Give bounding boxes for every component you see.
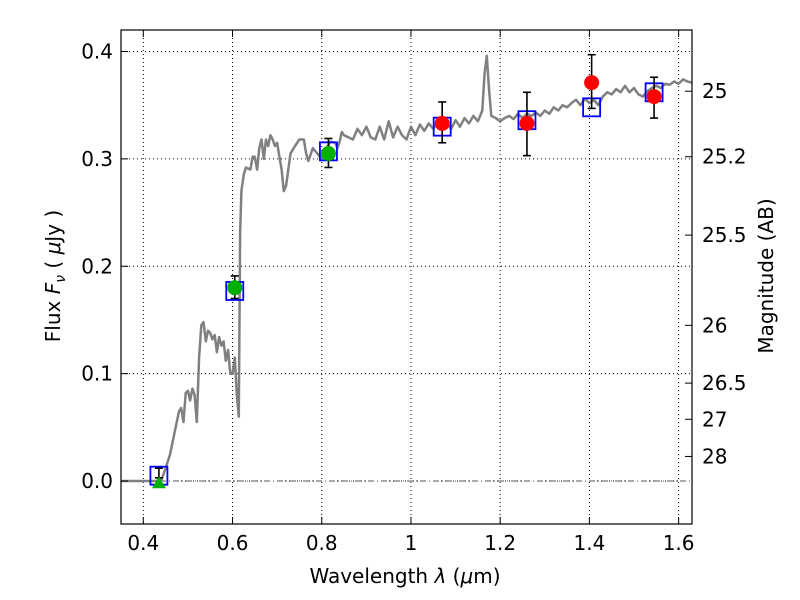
plot-frame (120, 29, 693, 525)
x-tick-label: 0.6 (217, 531, 249, 555)
y-tick-label: 0.4 (81, 39, 113, 63)
red-data-point (519, 115, 535, 131)
red-data-point (646, 89, 662, 105)
y2-tick-label: 27 (702, 407, 727, 431)
y2-tick-label: 25.2 (702, 145, 747, 169)
x-tick-label: 1.4 (573, 531, 605, 555)
red-data-point (584, 75, 600, 91)
x-tick-label: 0.4 (127, 531, 159, 555)
y2-tick-label: 25 (702, 79, 727, 103)
y-tick-label: 0.2 (81, 254, 113, 278)
y2-tick-label: 25.5 (702, 223, 747, 247)
y2-tick-label: 26.5 (702, 371, 747, 395)
plot-area (121, 53, 692, 489)
y2-tick-label: 26 (702, 313, 727, 337)
spectrum-line (121, 54, 692, 483)
y-tick-label: 0.1 (81, 362, 113, 386)
axis-ticks: 0.4 0.6 0.8 1 1.2 1.4 1.6 0.0 0.1 0.2 0.3 0.4 25 25.2… (81, 30, 747, 555)
x-tick-label: 0.8 (306, 531, 338, 555)
grid-lines (121, 30, 692, 524)
green-data-point (227, 280, 243, 296)
y-axis-label: Flux Fν ( μJy ) (41, 210, 69, 342)
x-tick-label: 1.2 (484, 531, 516, 555)
y-tick-label: 0.0 (81, 469, 113, 493)
y-tick-label: 0.3 (81, 147, 113, 171)
x-tick-label: 1 (405, 531, 418, 555)
green-upper-limit-marker (151, 476, 166, 489)
x-tick-label: 1.6 (663, 531, 695, 555)
x-axis-label: Wavelength λ (μm) (309, 564, 500, 588)
y2-axis-label: Magnitude (AB) (754, 198, 778, 353)
red-data-point (434, 115, 450, 131)
y2-tick-label: 28 (702, 444, 727, 468)
green-data-point (320, 146, 336, 161)
